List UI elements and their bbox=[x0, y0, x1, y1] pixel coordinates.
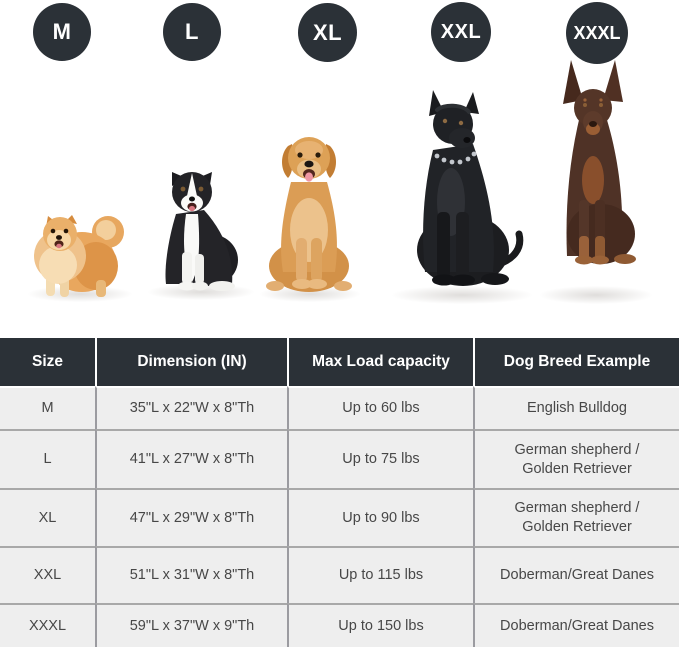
cell-dimension: 35"L x 22"W x 8"Th bbox=[95, 386, 287, 429]
border-collie-image bbox=[165, 172, 238, 291]
size-badge-m: M bbox=[33, 3, 91, 61]
breed-text: Doberman/Great Danes bbox=[500, 617, 654, 634]
cell-max-load: Up to 115 lbs bbox=[287, 546, 473, 603]
breed-text: Doberman/Great Danes bbox=[500, 567, 654, 584]
breed-text: German shepherd / Golden Retriever bbox=[514, 441, 640, 477]
cell-max-load: Up to 60 lbs bbox=[287, 386, 473, 429]
doberman-image bbox=[563, 60, 636, 265]
header-breed: Dog Breed Example bbox=[473, 338, 679, 386]
cell-dimension: 41"L x 27"W x 8"Th bbox=[95, 429, 287, 488]
size-table: Size Dimension (IN) Max Load capacity Do… bbox=[0, 338, 679, 647]
cell-dimension: 47"L x 29"W x 8"Th bbox=[95, 488, 287, 546]
breed-text: German shepherd / Golden Retriever bbox=[514, 500, 640, 535]
size-badge-l: L bbox=[163, 3, 221, 61]
cell-breed: German shepherd / Golden Retriever bbox=[473, 488, 679, 546]
cell-size: XXL bbox=[0, 546, 95, 603]
breed-text: English Bulldog bbox=[527, 400, 627, 417]
cell-breed: English Bulldog bbox=[473, 386, 679, 429]
cell-dimension: 59"L x 37"W x 9"Th bbox=[95, 603, 287, 647]
cell-max-load: Up to 150 lbs bbox=[287, 603, 473, 647]
size-badge-xl: XL bbox=[298, 3, 357, 62]
cell-size: L bbox=[0, 429, 95, 488]
cell-size: XXXL bbox=[0, 603, 95, 647]
cell-size: XL bbox=[0, 488, 95, 546]
great-dane-image bbox=[417, 90, 524, 286]
size-badge-xxxl: XXXL bbox=[566, 2, 628, 64]
cell-max-load: Up to 90 lbs bbox=[287, 488, 473, 546]
great-dane-shadow bbox=[392, 286, 532, 304]
pomeranian-image bbox=[34, 215, 124, 297]
header-max-load: Max Load capacity bbox=[287, 338, 473, 386]
cell-breed: Doberman/Great Danes bbox=[473, 603, 679, 647]
cell-max-load: Up to 75 lbs bbox=[287, 429, 473, 488]
doberman-shadow bbox=[540, 286, 652, 304]
size-badge-xxl: XXL bbox=[431, 2, 491, 62]
golden-retriever-image bbox=[266, 137, 352, 292]
cell-breed: German shepherd / Golden Retriever bbox=[473, 429, 679, 488]
golden-retriever-shadow bbox=[260, 286, 360, 302]
header-size: Size bbox=[0, 338, 95, 386]
cell-dimension: 51"L x 31"W x 8"Th bbox=[95, 546, 287, 603]
cell-breed: Doberman/Great Danes bbox=[473, 546, 679, 603]
header-dimension: Dimension (IN) bbox=[95, 338, 287, 386]
cell-size: M bbox=[0, 386, 95, 429]
